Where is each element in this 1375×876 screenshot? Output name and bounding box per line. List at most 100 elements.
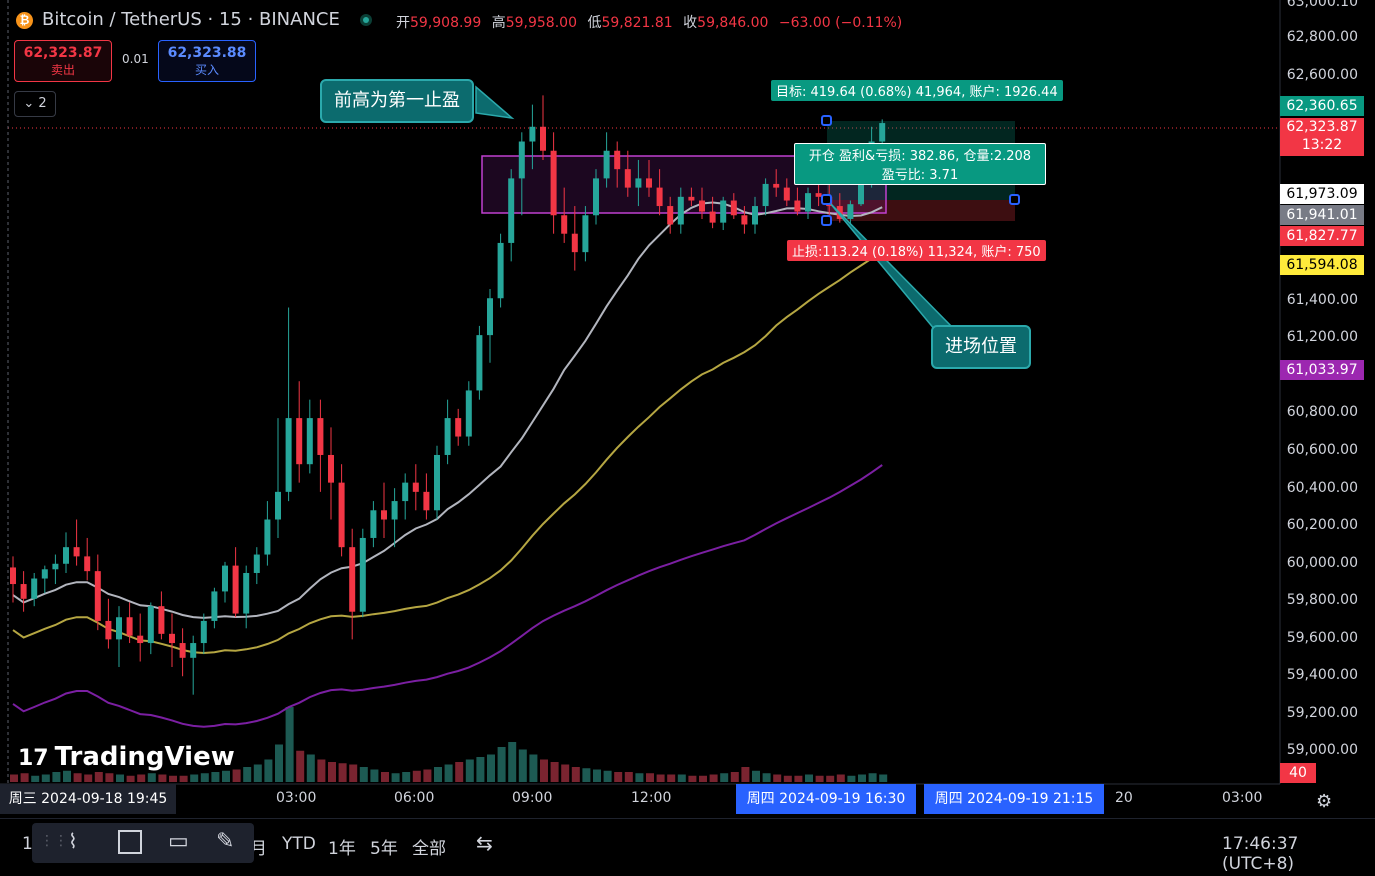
volume-bar <box>328 762 336 782</box>
settings-gear-icon[interactable]: ⚙ <box>1316 791 1333 812</box>
tv-logo-text: TradingView <box>54 742 235 772</box>
volume-bar <box>264 759 273 782</box>
volume-bar <box>200 773 209 782</box>
end-handle[interactable] <box>1009 194 1020 205</box>
candle-body <box>264 519 271 555</box>
volume-bar <box>688 775 697 782</box>
candle-body <box>879 123 886 142</box>
indicators-count: 2 <box>38 96 47 111</box>
candle-body <box>179 643 186 658</box>
price-axis-label: 60,600.00 <box>1286 442 1358 458</box>
candle-body <box>137 635 144 644</box>
volume-bar <box>847 775 856 782</box>
sell-price: 62,323.87 <box>23 45 103 61</box>
entry-price-tag: 61,973.09 <box>1280 184 1364 204</box>
entry-callout[interactable]: 进场位置 <box>931 325 1031 369</box>
indicators-collapse-button[interactable]: ⌄ 2 <box>14 91 56 117</box>
candle-body <box>709 211 716 223</box>
candle-body <box>296 418 303 465</box>
volume-bar <box>508 742 517 782</box>
candle-body <box>815 193 822 197</box>
brush-icon[interactable]: ✎ <box>216 829 235 854</box>
close-value: 59,846.00 <box>697 15 769 31</box>
volume-bar <box>94 772 103 782</box>
volume-bar <box>126 775 135 782</box>
volume-bar <box>709 774 718 782</box>
volume-bar <box>730 772 739 782</box>
buy-price: 62,323.88 <box>167 45 247 61</box>
ma-yellow-line <box>12 249 883 655</box>
candle-body <box>667 206 674 225</box>
price-axis-label: 60,800.00 <box>1286 404 1358 420</box>
buy-button[interactable]: 62,323.88 买入 <box>158 40 256 82</box>
candle-body <box>593 178 599 216</box>
chevron-down-icon: ⌄ <box>23 96 35 111</box>
clock-timezone[interactable]: 17:46:37 (UTC+8) <box>1222 834 1299 874</box>
candle-body <box>508 178 515 243</box>
range-1y-button[interactable]: 1年 <box>328 839 356 859</box>
prev-high-callout[interactable]: 前高为第一止盈 <box>320 79 474 123</box>
price-axis-label: 59,800.00 <box>1286 592 1358 608</box>
comment-icon[interactable]: ▭ <box>168 829 189 854</box>
candle-body <box>317 418 324 455</box>
drag-handle-icon[interactable]: ⋮⋮ <box>40 833 68 849</box>
symbol-title[interactable]: Bitcoin / TetherUS · 15 · BINANCE <box>42 9 340 30</box>
date-range-icon[interactable]: ⇆ <box>476 831 493 855</box>
stop-handle[interactable] <box>821 215 832 226</box>
candle-body <box>847 204 854 219</box>
candle-body <box>476 335 483 391</box>
candle-body <box>20 584 27 599</box>
volume-bar <box>582 768 591 782</box>
volume-bar <box>158 774 167 782</box>
candle-body <box>423 491 430 511</box>
volume-bar <box>41 774 50 782</box>
volume-bar <box>253 764 262 782</box>
candle-body <box>582 215 589 253</box>
volume-bar <box>169 775 177 782</box>
open-value: 59,908.99 <box>410 15 482 31</box>
rectangle-tool-icon[interactable] <box>118 830 142 854</box>
volume-bar <box>476 757 485 782</box>
price-axis-label: 62,800.00 <box>1286 29 1358 45</box>
range-all-button[interactable]: 全部 <box>412 839 446 859</box>
position-pnl: 开仓 盈利&亏损: 382.86, 仓量:2.208 <box>808 149 1032 164</box>
candle-body <box>190 643 197 658</box>
entry-handle[interactable] <box>821 194 832 205</box>
ma-white-price-tag: 61,941.01 <box>1280 205 1364 225</box>
range-month-button[interactable]: 月 <box>250 839 267 859</box>
time-tick: 20 <box>1115 790 1133 806</box>
volume-bar <box>306 754 315 782</box>
time-tick: 03:00 <box>1222 790 1263 806</box>
price-axis-label: 62,600.00 <box>1286 67 1358 83</box>
volume-bar <box>561 764 570 782</box>
candle-body <box>550 150 557 216</box>
candle-body <box>540 126 546 151</box>
last-price-value: 62,323.87 <box>1286 119 1358 135</box>
volume-bar <box>412 770 421 782</box>
target-handle[interactable] <box>821 115 832 126</box>
candle-body <box>858 178 864 205</box>
candle-body <box>677 196 684 225</box>
range-5y-button[interactable]: 5年 <box>370 839 398 859</box>
volume-bar <box>434 767 442 782</box>
volume-bar <box>211 772 220 782</box>
price-axis-label: 60,200.00 <box>1286 517 1358 533</box>
candle-body <box>402 482 409 502</box>
range-1-button[interactable]: 1 <box>22 834 33 854</box>
candle-body <box>31 578 38 599</box>
stop-label: 止损:113.24 (0.18%) 11,324, 账户: 750 <box>787 240 1046 261</box>
tradingview-logo: 17 TradingView <box>18 742 235 772</box>
price-axis-label: 60,000.00 <box>1286 555 1358 571</box>
range-ytd-button[interactable]: YTD <box>282 834 316 854</box>
volume-bar <box>20 773 29 782</box>
price-axis-label: 59,000.00 <box>1286 742 1358 758</box>
volume-bar <box>317 759 326 782</box>
candle-body <box>285 418 292 492</box>
candle-body <box>783 187 790 201</box>
volume-bar <box>359 767 368 782</box>
trend-line-icon[interactable]: ⌇ <box>68 829 78 853</box>
callout-pointer <box>829 202 957 331</box>
market-status-icon <box>360 14 372 26</box>
candle-body <box>497 242 504 299</box>
sell-button[interactable]: 62,323.87 卖出 <box>14 40 112 82</box>
